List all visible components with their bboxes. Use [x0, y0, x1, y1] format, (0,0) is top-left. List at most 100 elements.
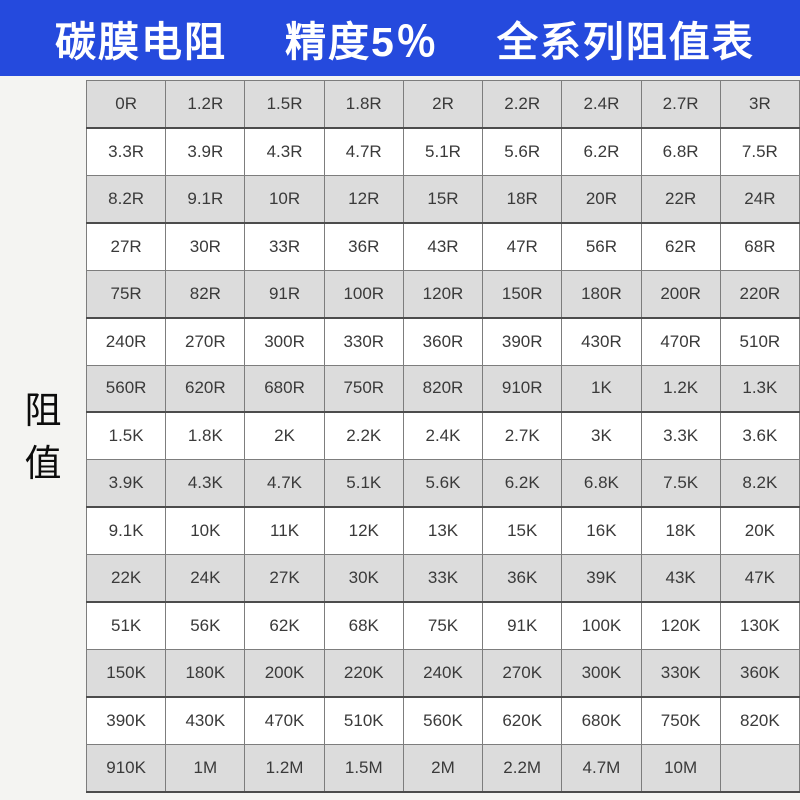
table-cell: 75K — [402, 601, 484, 651]
table-cell: 360K — [719, 649, 800, 698]
header-title-product: 碳膜电阻 — [55, 19, 227, 65]
table-cell: 300K — [561, 649, 642, 698]
table-cell: 750R — [323, 364, 404, 414]
table-cell: 2.2K — [323, 411, 404, 461]
table-row: 1.5K 1.8K 2K 2.2K 2.4K 2.7K 3K 3.3K 3.6K — [85, 411, 800, 461]
table-cell: 820R — [402, 364, 484, 414]
table-cell: 12R — [323, 174, 404, 224]
table-cell: 820K — [719, 696, 800, 745]
table-cell: 56R — [561, 222, 642, 271]
table-cell: 36K — [482, 554, 563, 604]
table-row: 22K 24K 27K 30K 33K 36K 39K 43K 47K — [85, 554, 800, 604]
table-cell: 130K — [719, 601, 800, 651]
table-cell: 180R — [561, 269, 642, 319]
table-cell: 4.7R — [323, 127, 404, 176]
side-label-column: 阻值 — [0, 76, 86, 800]
table-cell: 18R — [482, 174, 563, 224]
table-cell: 68R — [719, 222, 800, 271]
table-row: 150K 180K 200K 220K 240K 270K 300K 330K 360K — [85, 649, 800, 698]
table-cell: 150K — [85, 649, 167, 698]
table-cell: 0R — [85, 79, 167, 129]
table-cell: 68K — [323, 601, 404, 651]
table-cell: 1M — [165, 743, 246, 793]
table-cell: 3K — [561, 411, 642, 461]
table-cell: 20R — [561, 174, 642, 224]
table-cell: 6.2K — [482, 459, 563, 509]
table-cell: 2.2M — [482, 743, 563, 793]
table-cell: 91R — [244, 269, 325, 319]
table-cell: 16K — [561, 506, 642, 556]
table-cell: 1.8R — [323, 79, 404, 129]
table-cell: 1.3K — [719, 364, 800, 414]
table-cell: 8.2K — [719, 459, 800, 509]
table-row: 390K 430K 470K 510K 560K 620K 680K 750K 820K — [85, 696, 800, 745]
table-cell: 1.5M — [323, 743, 404, 793]
table-cell: 220K — [323, 649, 404, 698]
table-cell: 120R — [402, 269, 484, 319]
table-cell: 270K — [482, 649, 563, 698]
table-cell: 12K — [323, 506, 404, 556]
table-cell: 10R — [244, 174, 325, 224]
table-wrapper: 0R 1.2R 1.5R 1.8R 2R 2.2R 2.4R 2.7R 3R 3.3R 3.9R 4.… — [85, 76, 800, 800]
table-cell: 5.6R — [482, 127, 563, 176]
table-cell: 30R — [165, 222, 246, 271]
table-cell: 3.9R — [165, 127, 246, 176]
table-cell: 4.7M — [561, 743, 642, 793]
table-cell: 91K — [482, 601, 563, 651]
table-row: 9.1K 10K 11K 12K 13K 15K 16K 18K 20K — [85, 506, 800, 556]
table-cell: 27K — [244, 554, 325, 604]
table-cell: 390R — [482, 317, 563, 366]
table-cell: 620K — [482, 696, 563, 745]
table-cell: 1.2M — [244, 743, 325, 793]
table-cell: 200R — [640, 269, 721, 319]
table-row: 240R 270R 300R 330R 360R 390R 430R 470R 510R — [85, 317, 800, 366]
table-cell: 2K — [244, 411, 325, 461]
table-cell: 1.2R — [165, 79, 246, 129]
table-cell: 1.8K — [165, 411, 246, 461]
table-cell: 13K — [402, 506, 484, 556]
table-cell: 43R — [402, 222, 484, 271]
table-cell: 2.2R — [482, 79, 563, 129]
table-cell: 330K — [640, 649, 721, 698]
table-row: 51K 56K 62K 68K 75K 91K 100K 120K 130K — [85, 601, 800, 651]
table-cell: 18K — [640, 506, 721, 556]
table-row: 910K 1M 1.2M 1.5M 2M 2.2M 4.7M 10M — [85, 743, 800, 793]
table-cell: 36R — [323, 222, 404, 271]
table-cell: 47K — [719, 554, 800, 604]
table-cell: 4.3R — [244, 127, 325, 176]
table-cell: 560K — [402, 696, 484, 745]
table-cell: 240K — [402, 649, 484, 698]
table-cell: 47R — [482, 222, 563, 271]
table-cell: 180K — [165, 649, 246, 698]
table-cell: 33R — [244, 222, 325, 271]
table-cell: 100K — [561, 601, 642, 651]
table-cell: 200K — [244, 649, 325, 698]
table-cell: 43K — [640, 554, 721, 604]
table-cell: 910K — [85, 743, 167, 793]
table-cell: 300R — [244, 317, 325, 366]
table-cell: 2.7R — [640, 79, 721, 129]
table-cell: 2.4K — [402, 411, 484, 461]
table-cell: 22R — [640, 174, 721, 224]
table-cell: 750K — [640, 696, 721, 745]
table-cell: 470K — [244, 696, 325, 745]
table-cell: 6.2R — [561, 127, 642, 176]
table-cell: 4.3K — [165, 459, 246, 509]
table-cell: 27R — [85, 222, 167, 271]
table-cell: 22K — [85, 554, 167, 604]
table-cell: 11K — [244, 506, 325, 556]
table-row: 8.2R 9.1R 10R 12R 15R 18R 20R 22R 24R — [85, 174, 800, 224]
resistance-table: 0R 1.2R 1.5R 1.8R 2R 2.2R 2.4R 2.7R 3R 3.3R 3.9R 4.… — [85, 79, 800, 793]
table-cell: 430K — [165, 696, 246, 745]
table-cell: 82R — [165, 269, 246, 319]
table-cell: 5.6K — [402, 459, 484, 509]
table-cell: 1.5R — [244, 79, 325, 129]
table-cell: 10K — [165, 506, 246, 556]
table-cell: 360R — [402, 317, 484, 366]
table-cell: 2R — [402, 79, 484, 129]
table-cell: 20K — [719, 506, 800, 556]
table-cell: 8.2R — [85, 174, 167, 224]
table-cell: 240R — [85, 317, 167, 366]
table-cell: 470R — [640, 317, 721, 366]
